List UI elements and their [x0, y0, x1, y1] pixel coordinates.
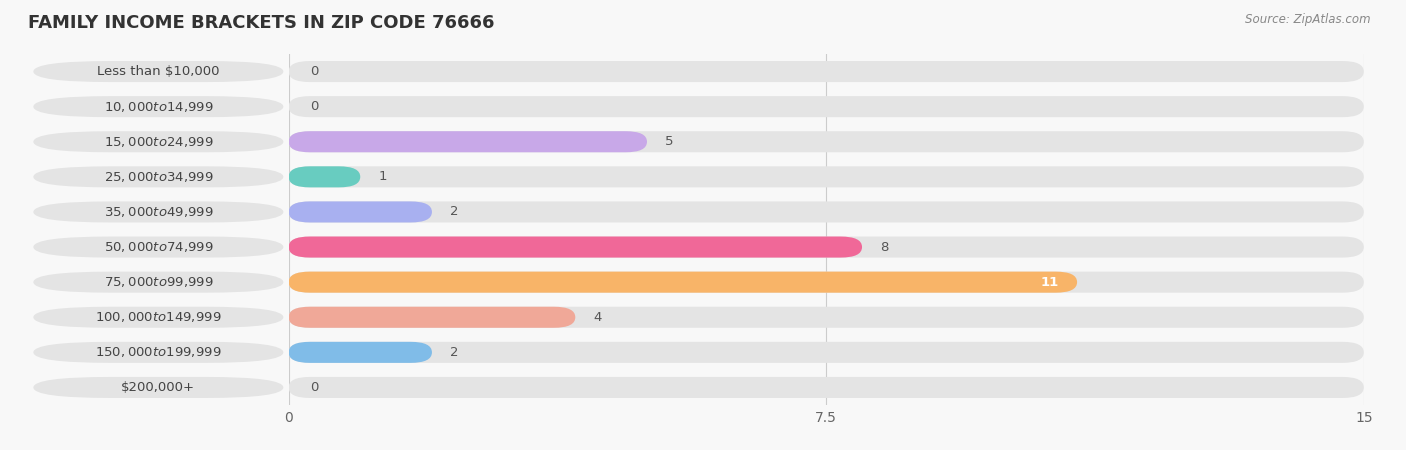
- Text: 8: 8: [880, 241, 889, 253]
- FancyBboxPatch shape: [34, 131, 284, 152]
- FancyBboxPatch shape: [288, 237, 862, 257]
- FancyBboxPatch shape: [288, 61, 1364, 82]
- FancyBboxPatch shape: [288, 377, 1364, 398]
- FancyBboxPatch shape: [288, 202, 432, 222]
- Text: $150,000 to $199,999: $150,000 to $199,999: [96, 345, 222, 360]
- Text: 1: 1: [378, 171, 387, 183]
- Text: Source: ZipAtlas.com: Source: ZipAtlas.com: [1246, 14, 1371, 27]
- Text: $10,000 to $14,999: $10,000 to $14,999: [104, 99, 214, 114]
- Text: 2: 2: [450, 206, 458, 218]
- Text: $75,000 to $99,999: $75,000 to $99,999: [104, 275, 214, 289]
- FancyBboxPatch shape: [288, 131, 647, 152]
- Text: $35,000 to $49,999: $35,000 to $49,999: [104, 205, 214, 219]
- FancyBboxPatch shape: [288, 96, 1364, 117]
- FancyBboxPatch shape: [288, 166, 1364, 187]
- Text: $200,000+: $200,000+: [121, 381, 195, 394]
- FancyBboxPatch shape: [288, 342, 432, 363]
- FancyBboxPatch shape: [288, 342, 1364, 363]
- FancyBboxPatch shape: [34, 166, 284, 187]
- FancyBboxPatch shape: [288, 272, 1364, 292]
- Text: $50,000 to $74,999: $50,000 to $74,999: [104, 240, 214, 254]
- FancyBboxPatch shape: [34, 96, 284, 117]
- Text: FAMILY INCOME BRACKETS IN ZIP CODE 76666: FAMILY INCOME BRACKETS IN ZIP CODE 76666: [28, 14, 495, 32]
- FancyBboxPatch shape: [288, 307, 1364, 328]
- Text: 2: 2: [450, 346, 458, 359]
- FancyBboxPatch shape: [34, 272, 284, 292]
- Text: $15,000 to $24,999: $15,000 to $24,999: [104, 135, 214, 149]
- Text: 0: 0: [311, 100, 319, 113]
- FancyBboxPatch shape: [34, 307, 284, 328]
- FancyBboxPatch shape: [34, 61, 284, 82]
- FancyBboxPatch shape: [288, 166, 360, 187]
- Text: $100,000 to $149,999: $100,000 to $149,999: [96, 310, 222, 324]
- FancyBboxPatch shape: [288, 307, 575, 328]
- Text: $25,000 to $34,999: $25,000 to $34,999: [104, 170, 214, 184]
- Text: 4: 4: [593, 311, 602, 324]
- FancyBboxPatch shape: [34, 237, 284, 257]
- FancyBboxPatch shape: [288, 272, 1077, 292]
- Text: 0: 0: [311, 381, 319, 394]
- Text: 5: 5: [665, 135, 673, 148]
- Text: 11: 11: [1040, 276, 1059, 288]
- FancyBboxPatch shape: [288, 237, 1364, 257]
- Text: Less than $10,000: Less than $10,000: [97, 65, 219, 78]
- Text: 0: 0: [311, 65, 319, 78]
- FancyBboxPatch shape: [34, 202, 284, 222]
- FancyBboxPatch shape: [288, 202, 1364, 222]
- FancyBboxPatch shape: [34, 342, 284, 363]
- FancyBboxPatch shape: [34, 377, 284, 398]
- FancyBboxPatch shape: [288, 131, 1364, 152]
